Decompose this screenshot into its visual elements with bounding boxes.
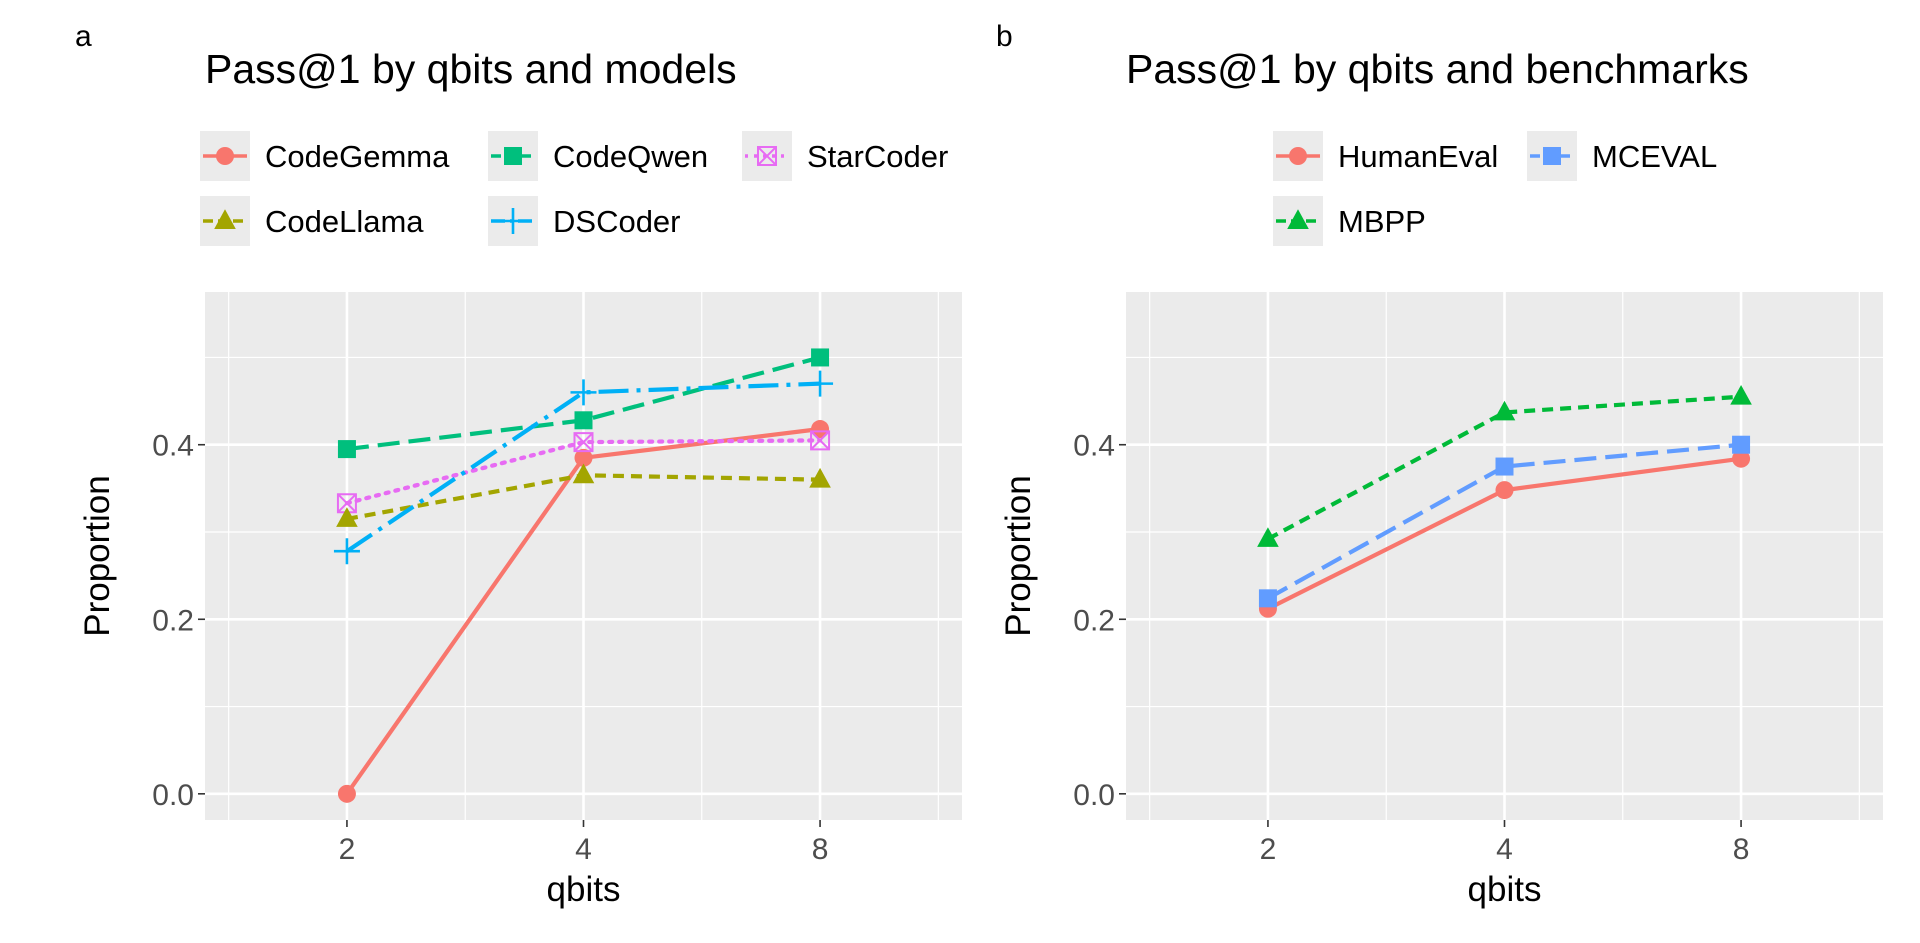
legend-key-marker <box>1543 147 1561 165</box>
x-tick-label: 8 <box>1733 833 1750 866</box>
legend-key-marker <box>504 147 522 165</box>
legend-key-marker <box>1287 209 1309 229</box>
x-axis-label: qbits <box>547 870 621 909</box>
y-tick-label: 0.0 <box>152 779 194 812</box>
series-codegemma <box>337 420 830 803</box>
gridlines <box>1126 292 1883 820</box>
legend-item-mbpp: MBPP <box>1273 196 1426 246</box>
y-axis-label: Proportion <box>999 475 1038 636</box>
data-point <box>333 538 360 565</box>
series-mbpp <box>1257 385 1752 547</box>
series-layer <box>333 348 834 803</box>
data-point <box>1495 481 1514 500</box>
series-layer <box>1257 385 1752 618</box>
legend-item-mceval: MCEVAL <box>1527 131 1717 181</box>
data-point <box>337 440 356 459</box>
data-point <box>573 432 594 453</box>
x-tick-label: 2 <box>339 833 356 866</box>
chart-title: Pass@1 by qbits and benchmarks <box>1126 46 1749 92</box>
panel-b: b Pass@1 by qbits and benchmarks 0.0 0.2 0.4… <box>996 20 1883 909</box>
data-point <box>337 784 356 803</box>
y-axis-label: Proportion <box>78 475 117 636</box>
legend-label: DSCoder <box>553 204 681 239</box>
y-tick-label: 0.0 <box>1073 779 1115 812</box>
y-tick-label: 0.2 <box>152 604 194 637</box>
x-axis-label: qbits <box>1468 870 1542 909</box>
y-tick-label: 0.2 <box>1073 604 1115 637</box>
x-tick-label: 4 <box>1496 833 1513 866</box>
data-point <box>336 493 357 514</box>
series-starcoder <box>336 430 831 514</box>
data-point <box>336 507 358 527</box>
data-point <box>572 463 595 484</box>
data-point <box>810 430 831 451</box>
data-point <box>574 448 593 467</box>
legend-item-codegemma: CodeGemma <box>200 131 450 181</box>
x-tick-label: 2 <box>1260 833 1277 866</box>
series-dscoder <box>333 370 834 565</box>
data-point <box>1732 435 1751 454</box>
legend-item-codeqwen: CodeQwen <box>488 131 708 181</box>
data-point <box>1493 400 1516 421</box>
data-point <box>574 411 593 430</box>
legend: CodeGemma CodeQwen StarCoder CodeLlama DSCod… <box>200 131 948 246</box>
legend-item-dscoder: DSCoder <box>488 196 681 246</box>
series-mceval <box>1258 435 1751 608</box>
data-point <box>570 379 597 406</box>
legend-label: HumanEval <box>1338 139 1498 174</box>
data-point <box>811 348 830 367</box>
legend-key-marker <box>757 146 777 166</box>
data-point <box>1495 457 1514 476</box>
x-tick-label: 8 <box>812 833 829 866</box>
legend: HumanEval MCEVAL MBPP <box>1273 131 1717 246</box>
legend-item-codellama: CodeLlama <box>200 196 424 246</box>
x-tick-label: 4 <box>575 833 592 866</box>
legend-key-marker <box>214 209 236 229</box>
data-point <box>1732 449 1751 468</box>
data-point <box>1258 589 1277 608</box>
legend-item-humaneval: HumanEval <box>1273 131 1498 181</box>
data-point <box>811 420 830 439</box>
panel-label: b <box>996 20 1013 53</box>
data-point <box>807 370 834 397</box>
legend-label: MCEVAL <box>1592 139 1717 174</box>
legend-label: CodeGemma <box>265 139 450 174</box>
y-tick-label: 0.4 <box>1073 430 1115 463</box>
legend-label: CodeQwen <box>553 139 708 174</box>
legend-label: MBPP <box>1338 204 1426 239</box>
panel-a: a Pass@1 by qbits and models 0.0 0.2 0.4 2 4 8 q… <box>75 20 962 909</box>
series-codellama <box>336 463 831 527</box>
data-point <box>1730 385 1752 405</box>
legend-key-marker <box>500 208 526 234</box>
data-point <box>1257 527 1279 547</box>
series-codeqwen <box>337 348 830 459</box>
panel-label: a <box>75 20 92 53</box>
legend-key-marker <box>216 147 234 165</box>
legend-label: StarCoder <box>807 139 948 174</box>
data-point <box>809 467 831 488</box>
y-tick-label: 0.4 <box>152 430 194 463</box>
legend-item-starcoder: StarCoder <box>742 131 948 181</box>
legend-key-marker <box>1289 147 1307 165</box>
chart-title: Pass@1 by qbits and models <box>205 46 737 92</box>
legend-label: CodeLlama <box>265 204 424 239</box>
